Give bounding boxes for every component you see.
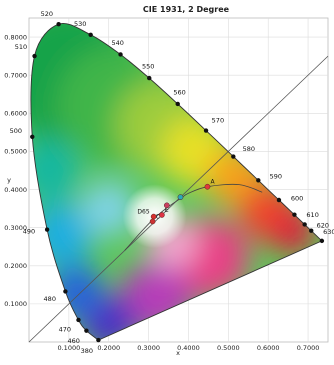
wavelength-marker (204, 128, 208, 132)
wavelength-label: 520 (41, 10, 53, 18)
illuminant-label: D65 (137, 209, 149, 216)
wavelength-label: 550 (142, 62, 154, 70)
wavelength-marker (277, 198, 281, 202)
y-axis-label: y (7, 176, 11, 184)
wavelength-marker (147, 76, 151, 80)
wavelength-label: 570 (212, 116, 224, 124)
illuminant-point (150, 219, 155, 224)
wavelength-label: 540 (111, 39, 123, 47)
wavelength-marker (231, 154, 235, 158)
y-tick-label: 0.1000 (4, 300, 27, 308)
wavelength-marker (56, 22, 60, 26)
wavelength-label: 510 (15, 43, 27, 51)
x-tick-label: 0.2000 (97, 344, 120, 352)
x-tick-label: 0.4000 (177, 344, 200, 352)
illuminant-point (178, 195, 183, 200)
x-tick-label: 0.3000 (137, 344, 160, 352)
wavelength-marker (32, 54, 36, 58)
wavelength-marker (63, 289, 67, 293)
wavelength-marker (302, 222, 306, 226)
wavelength-marker (45, 227, 49, 231)
wavelength-label: 530 (74, 20, 86, 28)
wavelength-marker (84, 328, 88, 332)
y-tick-label: 0.7000 (4, 71, 27, 79)
wavelength-marker (320, 239, 324, 243)
illuminant-point (164, 203, 169, 208)
wavelength-marker (88, 33, 92, 37)
wavelength-marker (76, 318, 80, 322)
wavelength-marker (309, 228, 313, 232)
wavelength-marker (176, 102, 180, 106)
y-tick-label: 0.2000 (4, 262, 27, 270)
y-tick-label: 0.6000 (4, 110, 27, 118)
wavelength-label: 500 (10, 127, 22, 135)
wavelength-label: 560 (173, 88, 185, 96)
wavelength-marker (96, 338, 100, 342)
wavelength-label: 630 (323, 228, 334, 236)
wavelength-label: 580 (243, 145, 255, 153)
wavelength-label: 600 (291, 195, 303, 203)
x-tick-label: 0.5000 (217, 344, 240, 352)
wavelength-label: 610 (306, 211, 318, 219)
wavelength-marker (256, 178, 260, 182)
illuminant-point (159, 212, 164, 217)
wavelength-marker (118, 52, 122, 56)
y-tick-label: 0.8000 (4, 33, 27, 41)
wavelength-marker (292, 212, 296, 216)
y-tick-label: 0.4000 (4, 186, 27, 194)
illuminant-point (205, 184, 210, 189)
wavelength-label: 380 (81, 347, 93, 355)
wavelength-marker (30, 135, 34, 139)
x-axis-label: x (176, 349, 180, 357)
wavelength-label: 480 (44, 295, 56, 303)
y-tick-label: 0.3000 (4, 224, 27, 232)
wavelength-label: 470 (59, 326, 71, 334)
wavelength-label: 590 (270, 172, 282, 180)
x-tick-label: 0.7000 (297, 344, 320, 352)
chart-title: CIE 1931, 2 Degree (143, 5, 230, 14)
x-tick-label: 0.6000 (257, 344, 280, 352)
y-tick-label: 0.5000 (4, 148, 27, 156)
x-tick-label: 0.1000 (57, 344, 80, 352)
